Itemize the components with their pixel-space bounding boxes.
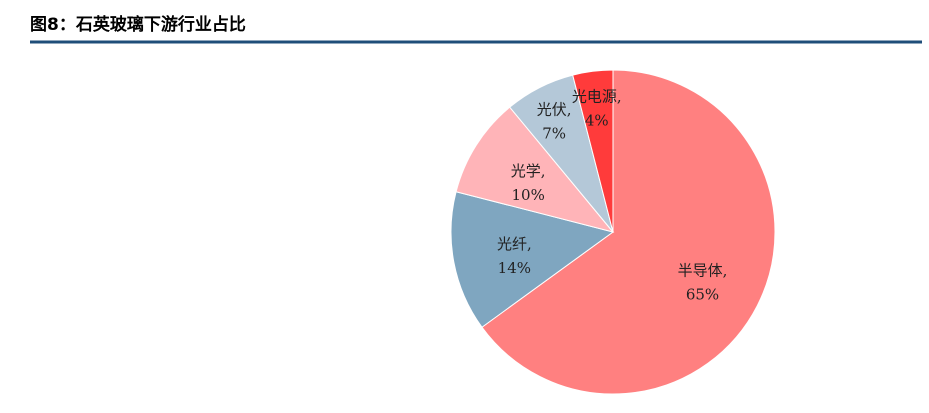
- slice-value-label: 10%: [512, 186, 545, 204]
- slice-label: 光电源,: [572, 87, 622, 105]
- slice-label: 半导体,: [678, 262, 728, 280]
- slice-label: 光纤,: [497, 235, 532, 253]
- slice-value-label: 4%: [585, 111, 609, 129]
- slice-value-label: 7%: [542, 125, 566, 143]
- slice-value-label: 14%: [498, 259, 531, 277]
- pie-slice: [450, 191, 615, 328]
- pie-slice: [481, 69, 776, 395]
- pie-slice: [572, 69, 614, 233]
- slice-label: 光学,: [511, 162, 546, 180]
- chart-title: 图8：石英玻璃下游行业占比: [30, 14, 246, 35]
- slice-label: 光伏,: [537, 101, 572, 119]
- slice-value-label: 65%: [686, 286, 719, 304]
- pie-slice: [455, 106, 615, 233]
